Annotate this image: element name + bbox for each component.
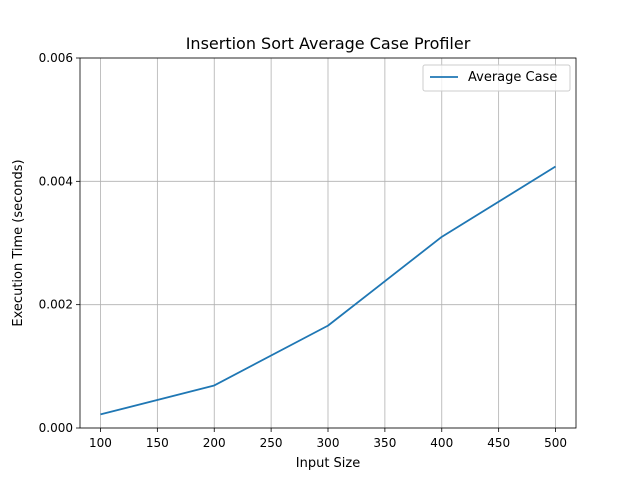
x-tick-label: 350	[373, 436, 396, 450]
series-layer	[100, 165, 556, 416]
y-tick-label: 0.004	[39, 174, 73, 188]
legend-label-average-case: Average Case	[468, 70, 557, 85]
legend-box	[422, 64, 571, 92]
legend: Average Case	[422, 64, 571, 92]
x-tick-label: 400	[430, 436, 453, 450]
x-tick-label: 500	[544, 436, 567, 450]
x-tick-label: 450	[487, 436, 510, 450]
chart-title: Insertion Sort Average Case Profiler	[186, 34, 471, 53]
y-axis-label: Execution Time (seconds)	[11, 159, 26, 326]
y-tick-label: 0.000	[39, 421, 73, 435]
y-tick-label: 0.002	[39, 298, 73, 312]
x-tick-label: 100	[89, 436, 112, 450]
y-tick-label: 0.006	[39, 51, 73, 65]
x-tick-label: 300	[317, 436, 340, 450]
x-tick-label: 250	[260, 436, 283, 450]
x-tick-label: 150	[146, 436, 169, 450]
x-tick-label: 200	[203, 436, 226, 450]
series-line-average-case	[100, 165, 556, 416]
x-axis-label: Input Size	[296, 456, 360, 471]
ticks: 100 150 200 250 300 350 400 450 500 0.000 0.002 0.0…	[39, 51, 567, 450]
